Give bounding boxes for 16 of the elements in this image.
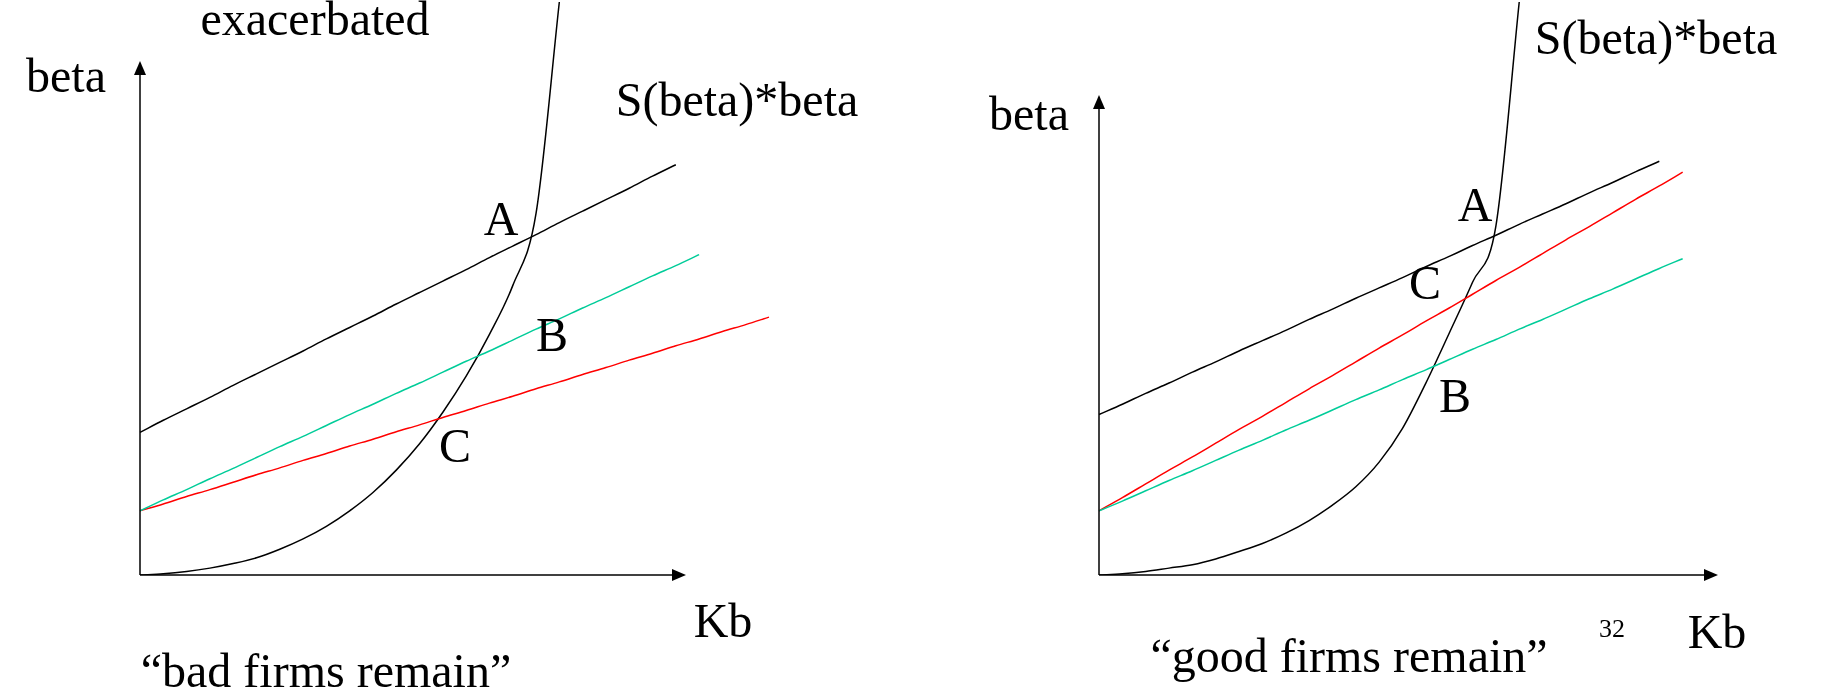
series-label: S(beta)*beta [1534,10,1778,65]
annotation: A [1457,177,1493,231]
text: 32 [1599,613,1625,643]
annotation: B [1438,368,1472,422]
series-label: S(beta)*beta [615,72,859,127]
annotation: C [438,418,472,472]
annotation: C [1408,255,1442,309]
annotation: B [535,307,569,361]
y-axis-title: beta [26,48,106,102]
text: “good firms remain” [1150,628,1548,682]
y-axis-title: beta [989,86,1069,140]
annotation: exacerbated [200,0,430,45]
x-axis-title: Kb [693,593,753,647]
text: “bad firms remain” [140,643,512,697]
annotation: A [483,191,519,245]
x-axis-title: Kb [1687,604,1747,658]
